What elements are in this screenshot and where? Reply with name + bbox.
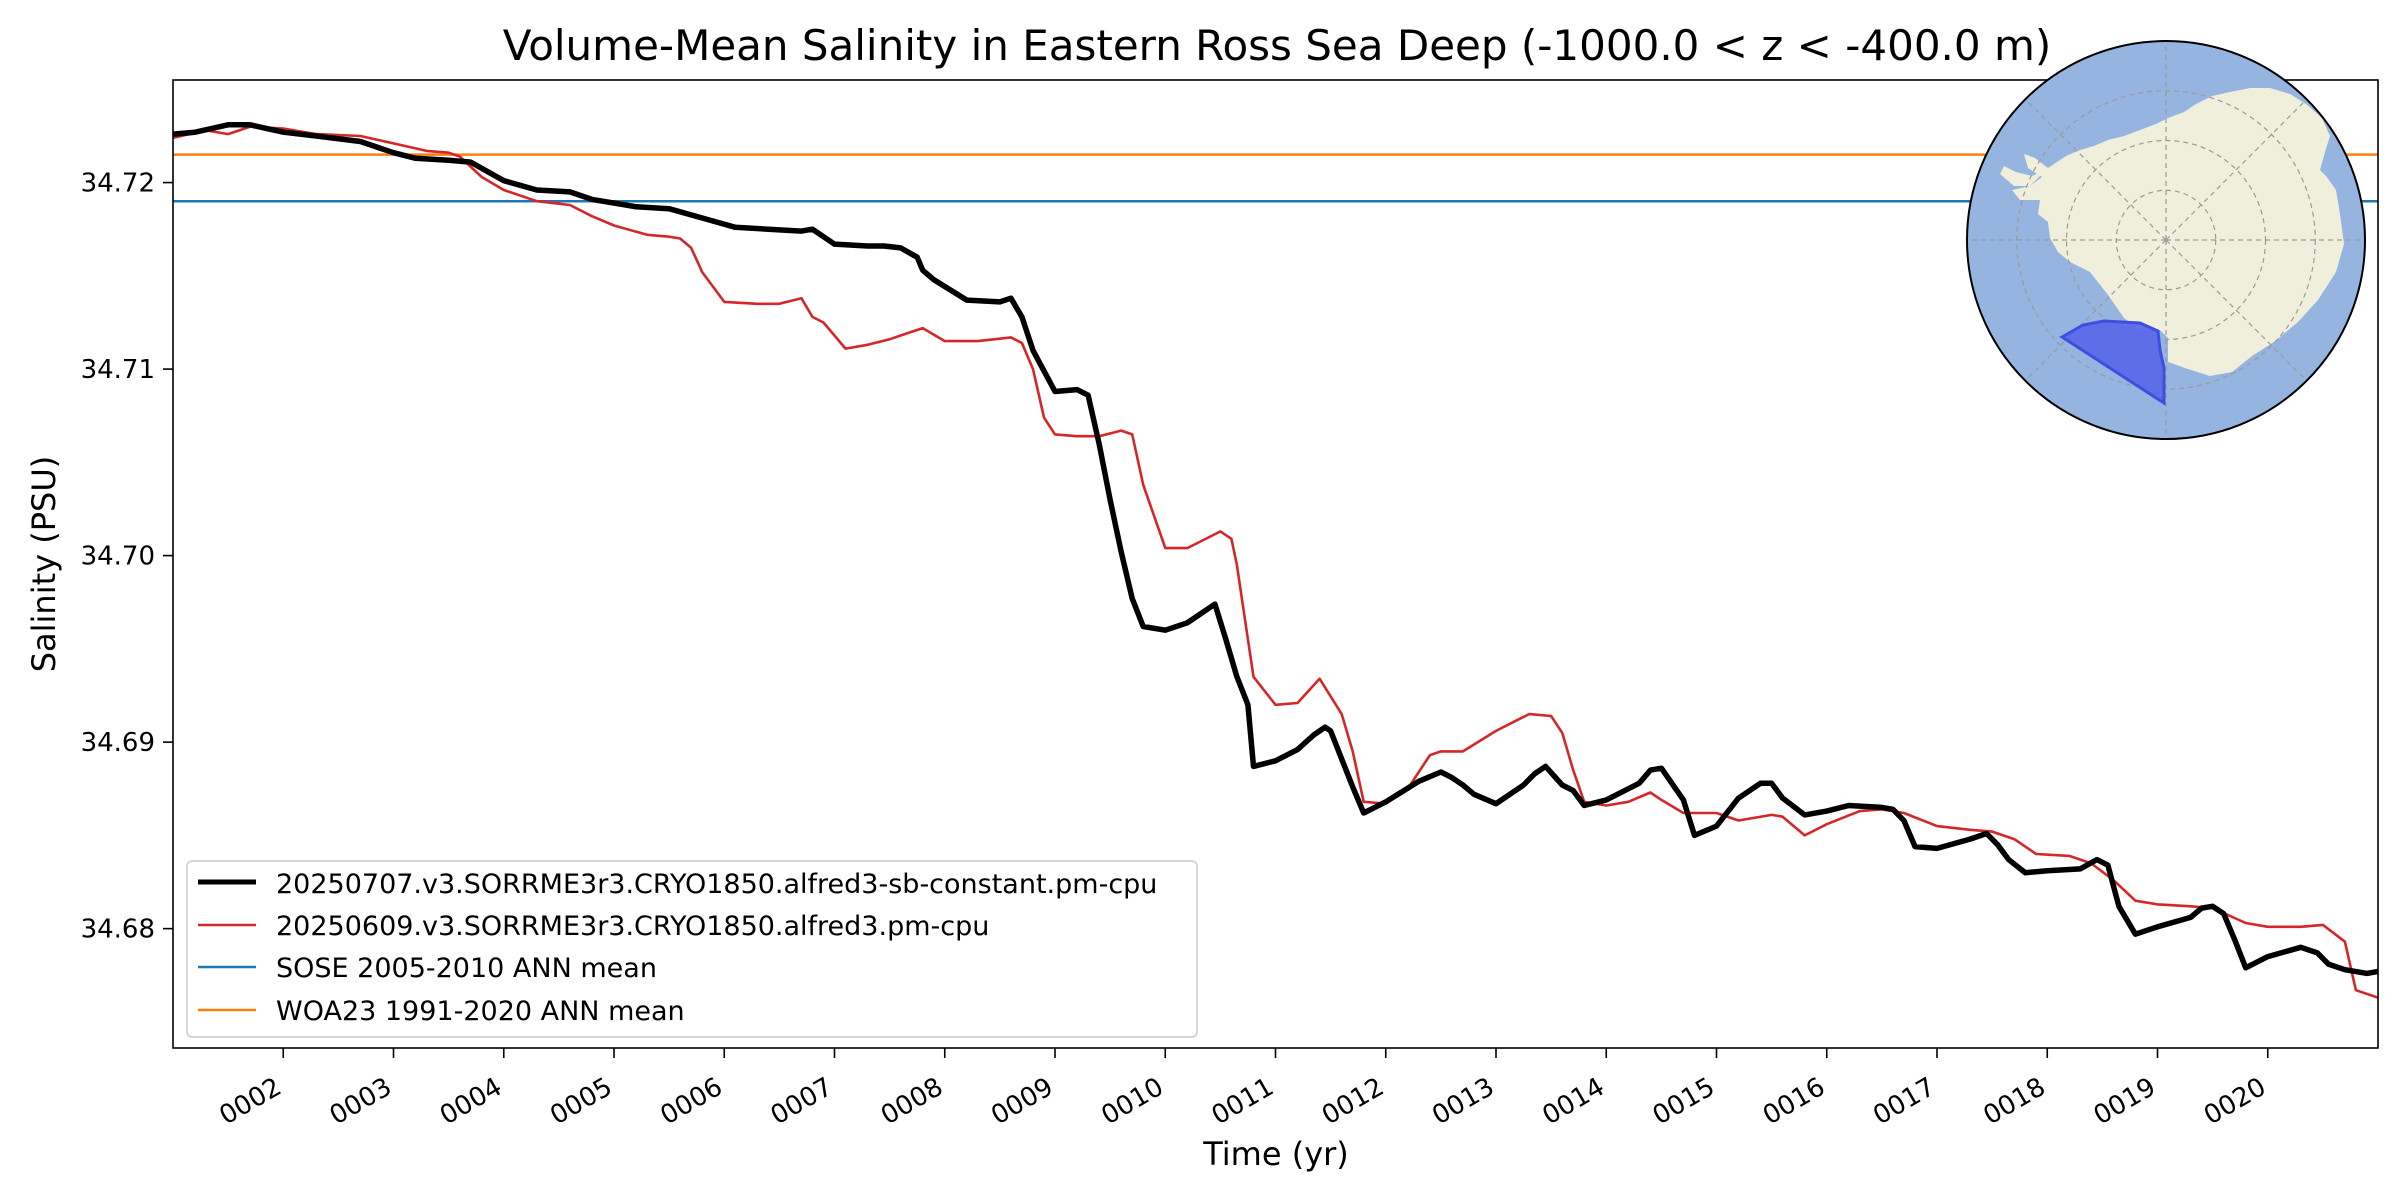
graticule-meridian: [2024, 98, 2167, 241]
y-tick-label: 34.69: [81, 728, 155, 758]
y-tick-label: 34.72: [81, 169, 155, 199]
x-axis-label: Time (yr): [1202, 1135, 1349, 1173]
y-tick-label: 34.70: [81, 542, 155, 572]
legend-label: SOSE 2005-2010 ANN mean: [276, 953, 657, 984]
chart-title: Volume-Mean Salinity in Eastern Ross Sea…: [503, 21, 2052, 70]
inset-map-antarctica: [2012, 88, 2344, 376]
inset-map: [1966, 40, 2366, 440]
y-tick-label: 34.68: [81, 915, 155, 945]
y-axis: 34.68 34.69 34.70 34.71 34.72: [81, 169, 173, 945]
inset-map-graticule: [1967, 41, 2365, 439]
graticule-meridian: [2165, 239, 2308, 382]
legend: 20250707.v3.SORRME3r3.CRYO1850.alfred3-s…: [186, 860, 1198, 1038]
graticule-meridian: [2024, 239, 2167, 382]
plot-frame: [172, 79, 2379, 1049]
graticule-circle: [2016, 90, 2316, 390]
series-line: [173, 125, 2378, 999]
y-axis-label: Salinity (PSU): [25, 456, 63, 673]
series-line: [173, 122, 2378, 977]
legend-label: 20250707.v3.SORRME3r3.CRYO1850.alfred3-s…: [276, 869, 1157, 900]
graticule-meridian: [2165, 98, 2308, 241]
inset-map-region: [2059, 319, 2166, 406]
legend-box: [186, 860, 1198, 1038]
legend-label: 20250609.v3.SORRME3r3.CRYO1850.alfred3.p…: [276, 911, 989, 942]
inset-map-peninsula: [2000, 166, 2048, 186]
legend-label: WOA23 1991-2020 ANN mean: [276, 996, 685, 1027]
y-tick-label: 34.71: [81, 355, 155, 385]
inset-map-border: [1966, 40, 2366, 440]
